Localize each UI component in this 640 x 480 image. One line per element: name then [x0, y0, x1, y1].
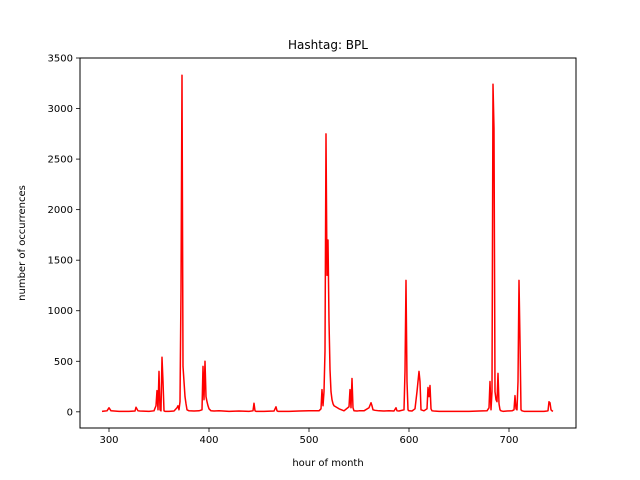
y-tick-label: 0 [67, 407, 73, 418]
series-layer [101, 74, 554, 413]
y-tick-label: 2500 [48, 155, 73, 166]
x-tick-label: 700 [499, 435, 518, 446]
x-axis-label: hour of month [292, 458, 363, 469]
x-tick-label: 500 [299, 435, 318, 446]
y-tick-label: 3500 [48, 54, 73, 65]
plot-frame [79, 57, 577, 429]
y-axis-ticks: 0 500 1000 1500 2000 2500 3000 3500 [48, 54, 80, 418]
y-tick-label: 1500 [48, 256, 73, 267]
y-tick-label: 2000 [48, 205, 73, 216]
series-line [101, 74, 554, 413]
x-axis-ticks: 300 400 500 600 700 [99, 428, 519, 446]
y-axis-label: number of occurrences [17, 185, 28, 301]
y-tick-label: 3000 [48, 104, 73, 115]
chart-title: Hashtag: BPL [288, 38, 368, 52]
x-tick-label: 300 [99, 435, 118, 446]
y-tick-label: 500 [54, 357, 73, 368]
y-tick-label: 1000 [48, 306, 73, 317]
x-tick-label: 400 [199, 435, 218, 446]
x-tick-label: 600 [399, 435, 418, 446]
